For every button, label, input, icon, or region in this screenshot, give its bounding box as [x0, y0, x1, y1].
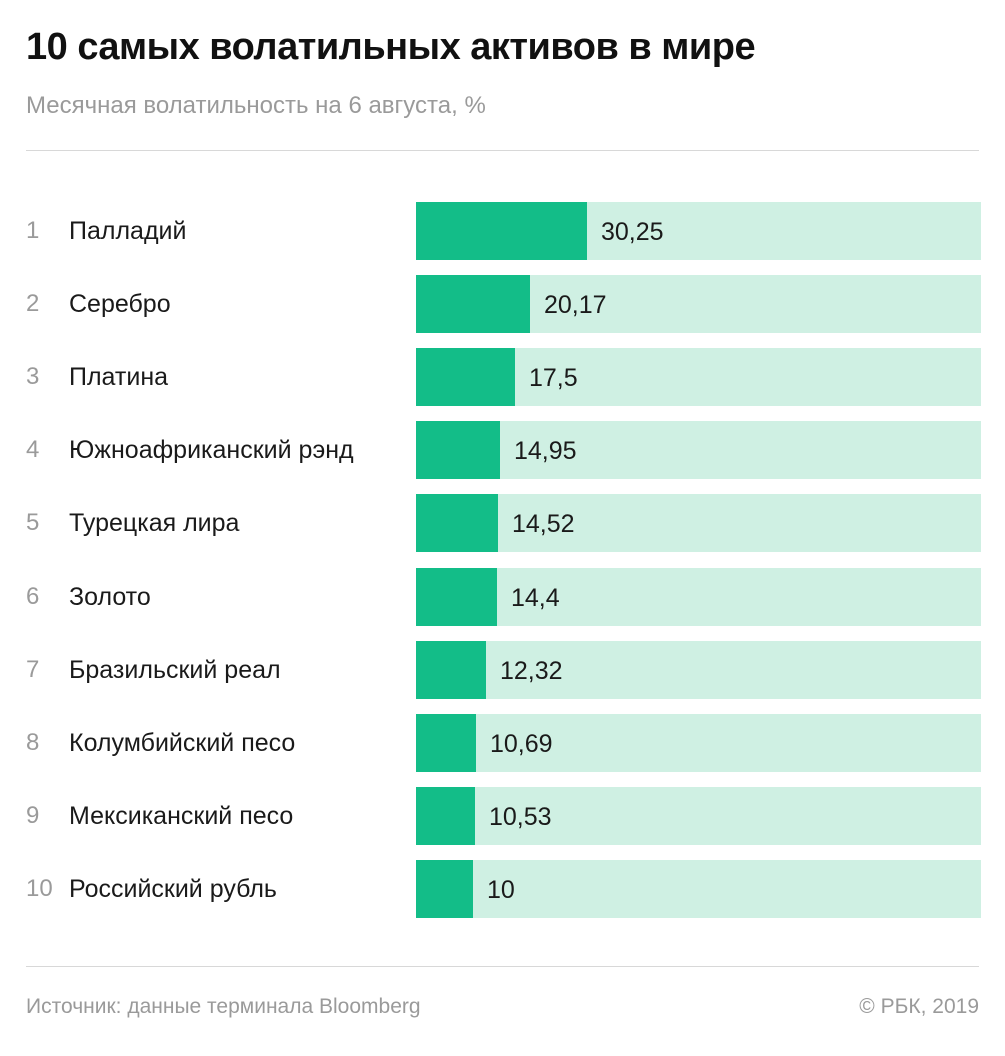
rank-number: 4 — [26, 436, 40, 463]
bar — [416, 202, 587, 260]
bar-row: 1 Палладий 30,25 — [0, 202, 1005, 260]
value-label: 10 — [487, 876, 515, 904]
rank-number: 2 — [26, 290, 40, 317]
bottom-divider — [26, 966, 979, 967]
bar — [416, 275, 530, 333]
bar-row: 10 Российский рубль 10 — [0, 860, 1005, 918]
bar — [416, 494, 498, 552]
value-label: 10,53 — [489, 803, 552, 831]
value-label: 14,95 — [514, 437, 577, 465]
bar — [416, 641, 486, 699]
chart-subtitle: Месячная волатильность на 6 августа, % — [26, 92, 486, 119]
bar-track: 14,95 — [416, 421, 981, 479]
rank-number: 8 — [26, 729, 40, 756]
bar — [416, 787, 475, 845]
value-label: 14,4 — [511, 584, 560, 612]
category-label: Колумбийский песо — [69, 729, 296, 757]
top-divider — [26, 150, 979, 151]
bar-row: 7 Бразильский реал 12,32 — [0, 641, 1005, 699]
bar-track: 10,53 — [416, 787, 981, 845]
value-label: 17,5 — [529, 364, 578, 392]
bar-row: 4 Южноафриканский рэнд 14,95 — [0, 421, 1005, 479]
bar-track: 20,17 — [416, 275, 981, 333]
bar — [416, 348, 515, 406]
bar-track: 12,32 — [416, 641, 981, 699]
chart-title: 10 самых волатильных активов в мире — [26, 26, 756, 68]
category-label: Бразильский реал — [69, 656, 281, 684]
bar-track: 14,52 — [416, 494, 981, 552]
bar-track: 10,69 — [416, 714, 981, 772]
category-label: Палладий — [69, 217, 187, 245]
rank-number: 6 — [26, 583, 40, 610]
bar-row: 9 Мексиканский песо 10,53 — [0, 787, 1005, 845]
bar-track: 14,4 — [416, 568, 981, 626]
rank-number: 9 — [26, 802, 40, 829]
bar-row: 6 Золото 14,4 — [0, 568, 1005, 626]
bar — [416, 568, 497, 626]
bar-row: 2 Серебро 20,17 — [0, 275, 1005, 333]
category-label: Российский рубль — [69, 875, 277, 903]
bar-track: 17,5 — [416, 348, 981, 406]
rank-number: 5 — [26, 509, 40, 536]
value-label: 12,32 — [500, 657, 563, 685]
bar-track: 30,25 — [416, 202, 981, 260]
bar — [416, 421, 500, 479]
bar-track: 10 — [416, 860, 981, 918]
rank-number: 10 — [26, 875, 53, 902]
value-label: 30,25 — [601, 218, 664, 246]
category-label: Золото — [69, 583, 151, 611]
bar-row: 3 Платина 17,5 — [0, 348, 1005, 406]
source-note: Источник: данные терминала Bloomberg — [26, 995, 421, 1018]
copyright: © РБК, 2019 — [859, 995, 979, 1018]
rank-number: 3 — [26, 363, 40, 390]
rank-number: 7 — [26, 656, 40, 683]
bar-row: 5 Турецкая лира 14,52 — [0, 494, 1005, 552]
rank-number: 1 — [26, 217, 40, 244]
category-label: Серебро — [69, 290, 171, 318]
category-label: Турецкая лира — [69, 509, 240, 537]
bar — [416, 860, 473, 918]
category-label: Мексиканский песо — [69, 802, 294, 830]
value-label: 10,69 — [490, 730, 553, 758]
category-label: Южноафриканский рэнд — [69, 436, 354, 464]
value-label: 20,17 — [544, 291, 607, 319]
bar-row: 8 Колумбийский песо 10,69 — [0, 714, 1005, 772]
category-label: Платина — [69, 363, 169, 391]
bar — [416, 714, 476, 772]
value-label: 14,52 — [512, 510, 575, 538]
